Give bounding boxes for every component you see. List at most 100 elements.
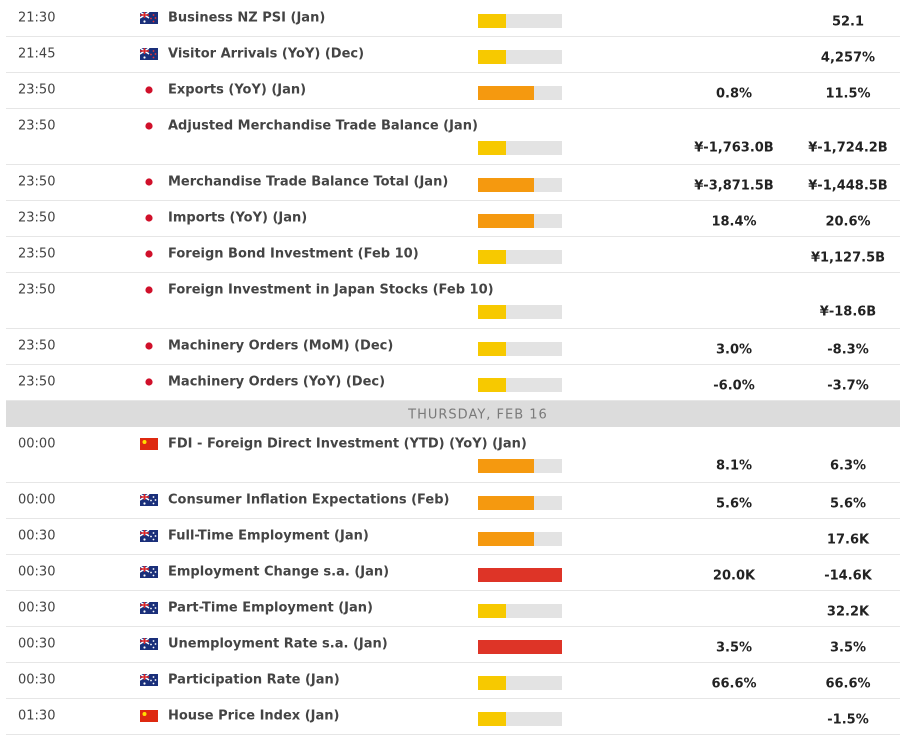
- previous: -1.5%: [827, 713, 868, 728]
- flag-star: [142, 712, 147, 716]
- impact-bar: [478, 712, 506, 726]
- consensus: 5.6%: [716, 497, 752, 512]
- consensus: ¥-3,871.5B: [694, 179, 773, 194]
- time: 00:00: [18, 437, 55, 452]
- event-name: Machinery Orders (YoY) (Dec): [168, 375, 385, 390]
- flag-star: [154, 535, 157, 537]
- event-name: Unemployment Rate s.a. (Jan): [168, 637, 388, 652]
- time: 00:30: [18, 565, 55, 580]
- time: 01:30: [18, 709, 55, 724]
- flag-star: [152, 676, 155, 678]
- flag-star: [152, 50, 155, 52]
- event-name: Exports (YoY) (Jan): [168, 83, 306, 98]
- event-name: House Price Index (Jan): [168, 709, 339, 724]
- flag-star: [142, 440, 147, 444]
- previous: 5.6%: [830, 497, 866, 512]
- previous: ¥1,127.5B: [811, 251, 885, 266]
- previous: 32.2K: [827, 605, 870, 620]
- time: 23:50: [18, 339, 55, 354]
- previous: -14.6K: [824, 569, 872, 584]
- time: 00:30: [18, 601, 55, 616]
- flag-star: [150, 679, 152, 682]
- flag-cross: [140, 48, 149, 54]
- flag-star: [152, 56, 155, 59]
- time: 21:45: [18, 47, 55, 62]
- event-name: Foreign Investment in Japan Stocks (Feb …: [168, 283, 494, 298]
- time: 23:50: [18, 119, 55, 134]
- flag-cross: [140, 674, 149, 680]
- flag-star: [154, 17, 157, 19]
- flag-field: [140, 438, 158, 450]
- flag: [139, 565, 158, 578]
- flag-star: [154, 499, 157, 501]
- flag-star: [143, 56, 146, 59]
- consensus: 0.8%: [716, 87, 752, 102]
- flag-star: [152, 532, 155, 534]
- previous: 66.6%: [825, 677, 870, 692]
- previous: ¥-1,448.5B: [808, 179, 887, 194]
- impact-bar: [478, 214, 534, 228]
- time: 23:50: [18, 375, 55, 390]
- flag-star: [143, 574, 146, 577]
- flag-cross: [140, 494, 149, 500]
- impact-bar: [478, 640, 562, 654]
- flag: [140, 248, 158, 260]
- flag-star: [143, 502, 146, 505]
- time: 23:50: [18, 247, 55, 262]
- flag: [139, 637, 158, 650]
- flag-star: [143, 610, 146, 613]
- flag-star: [152, 640, 155, 642]
- flag-star: [143, 538, 146, 541]
- flag-star: [143, 20, 146, 23]
- previous: -8.3%: [827, 343, 868, 358]
- flag-star: [154, 679, 157, 681]
- time: 00:30: [18, 529, 55, 544]
- flag-disc: [145, 250, 153, 258]
- event-name: Machinery Orders (MoM) (Dec): [168, 339, 393, 354]
- impact-bar: [478, 86, 534, 100]
- event-name: Employment Change s.a. (Jan): [168, 565, 389, 580]
- flag-star: [152, 496, 155, 498]
- time: 21:30: [18, 11, 55, 26]
- flag-star: [150, 535, 152, 538]
- event-name: Part-Time Employment (Jan): [168, 601, 373, 616]
- time: 23:50: [18, 211, 55, 226]
- previous: 3.5%: [830, 641, 866, 656]
- event-name: Consumer Inflation Expectations (Feb): [168, 493, 449, 508]
- flag-cross: [140, 566, 149, 572]
- flag-star: [152, 538, 155, 541]
- impact-bar: [478, 459, 534, 473]
- flag: [139, 47, 158, 60]
- flag-cross: [140, 12, 149, 18]
- flag: [140, 340, 158, 352]
- flag-cross: [140, 638, 149, 644]
- impact-bar: [478, 676, 506, 690]
- flag: [139, 601, 158, 614]
- previous: 4,257%: [821, 51, 875, 66]
- event-name: Participation Rate (Jan): [168, 673, 340, 688]
- consensus: 8.1%: [716, 459, 752, 474]
- flag-cross: [140, 530, 149, 536]
- event-name: Adjusted Merchandise Trade Balance (Jan): [168, 119, 478, 134]
- previous: 52.1: [832, 15, 864, 30]
- impact-bar: [478, 305, 506, 319]
- event-name: Full-Time Employment (Jan): [168, 529, 369, 544]
- time: 00:30: [18, 637, 55, 652]
- time: 23:50: [18, 175, 55, 190]
- time: 23:50: [18, 83, 55, 98]
- flag-cross: [140, 602, 149, 608]
- flag-disc: [145, 214, 153, 222]
- impact-bar: [478, 532, 534, 546]
- flag: [140, 84, 158, 96]
- flag: [140, 710, 158, 722]
- flag-star: [152, 682, 155, 685]
- event-name: Visitor Arrivals (YoY) (Dec): [168, 47, 364, 62]
- previous: ¥-1,724.2B: [808, 141, 887, 156]
- impact-bar: [478, 568, 562, 582]
- flag-disc: [145, 86, 153, 94]
- flag: [140, 438, 158, 450]
- consensus: 66.6%: [711, 677, 756, 692]
- flag-star: [150, 643, 152, 646]
- flag-disc: [145, 122, 153, 130]
- flag-disc: [145, 378, 153, 386]
